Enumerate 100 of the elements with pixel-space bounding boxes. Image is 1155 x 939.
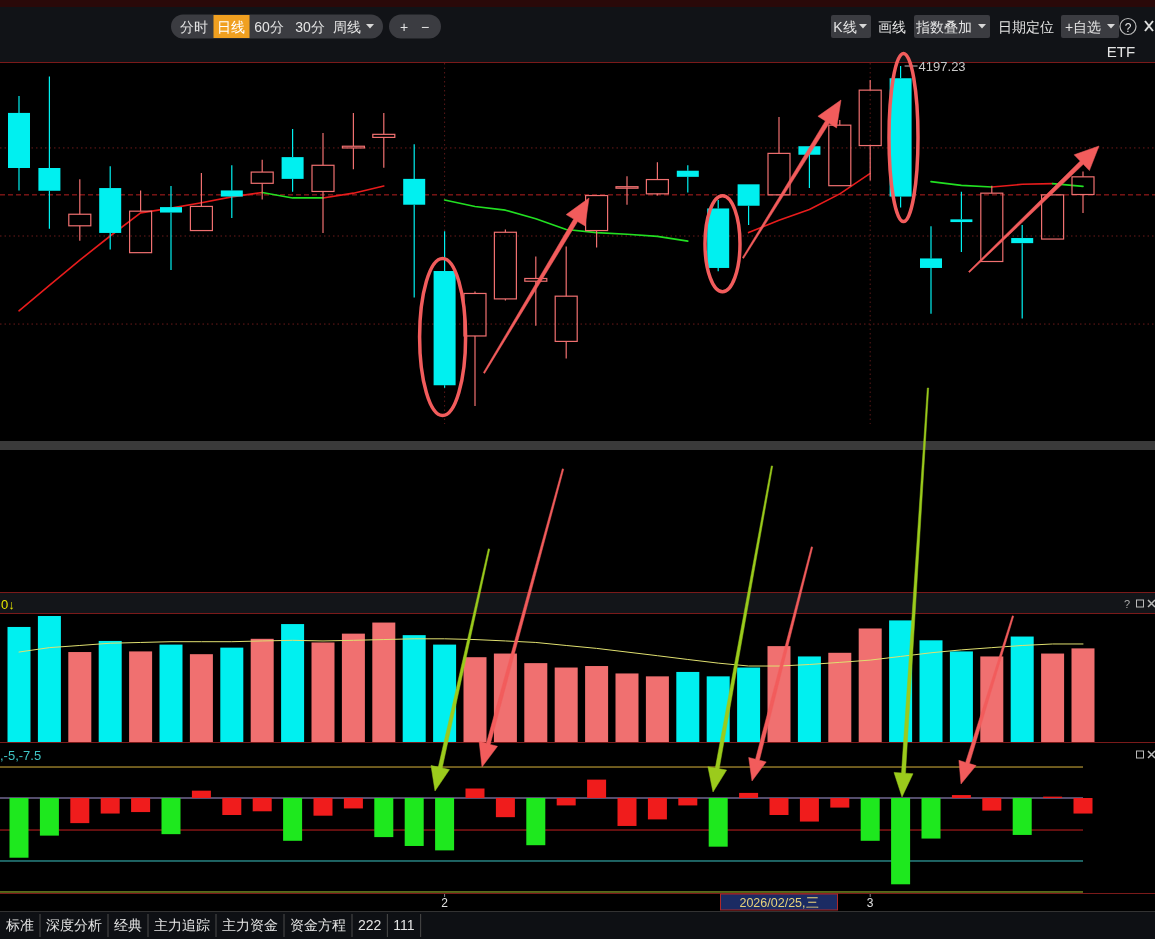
bar — [645, 676, 669, 742]
text: 分时 — [180, 18, 208, 35]
bar — [39, 798, 59, 836]
bar — [372, 622, 396, 742]
bar — [281, 624, 305, 742]
bar — [1012, 798, 1032, 835]
candlestick — [8, 95, 30, 192]
bar — [463, 657, 487, 742]
bar — [769, 798, 789, 815]
bar — [161, 798, 181, 835]
bar — [70, 798, 90, 824]
bar — [404, 798, 424, 846]
candlestick — [950, 191, 973, 253]
bar — [100, 798, 120, 814]
candlestick — [220, 164, 243, 219]
candlestick — [372, 112, 396, 169]
bar — [9, 798, 29, 858]
bar — [435, 798, 455, 851]
text: ? — [1124, 20, 1132, 35]
candlestick — [68, 178, 92, 242]
bar — [343, 798, 363, 809]
text: 60分 — [254, 18, 284, 35]
bar — [708, 798, 728, 847]
bar — [220, 647, 244, 742]
bar — [129, 651, 153, 742]
bar — [1073, 798, 1093, 814]
text: 日线 — [217, 18, 245, 35]
text: 222 — [358, 917, 382, 933]
text: ,-5,-7.5 — [0, 748, 42, 763]
bar — [68, 652, 92, 742]
text: 周线 — [333, 18, 361, 35]
bar — [341, 633, 365, 742]
text: 0↓ — [1, 597, 15, 612]
candlestick — [1071, 170, 1095, 214]
candlestick — [189, 172, 213, 232]
text: − — [420, 18, 430, 35]
bar — [1041, 653, 1065, 742]
text: 经典 — [114, 917, 142, 933]
bar — [676, 671, 700, 742]
bar — [921, 798, 941, 839]
text: 画线 — [878, 18, 906, 35]
candlestick — [615, 175, 639, 206]
text: +自选 — [1064, 18, 1102, 35]
bar — [402, 635, 426, 742]
bar — [311, 642, 335, 742]
text: 资金方程 — [290, 917, 346, 933]
bar — [1071, 648, 1095, 742]
text: 日期定位 — [998, 18, 1054, 35]
bar — [858, 628, 882, 742]
bar — [524, 663, 548, 742]
text: 标准 — [5, 917, 34, 933]
text: 主力追踪 — [154, 917, 210, 933]
candlestick — [858, 79, 882, 182]
annotation: 4197.23 — [918, 59, 966, 74]
bar — [37, 616, 61, 742]
bar — [433, 644, 457, 742]
candlestick — [1011, 224, 1034, 320]
bar — [7, 626, 31, 742]
bar — [982, 798, 1002, 811]
bar — [252, 798, 272, 812]
bar — [283, 798, 303, 841]
bar — [919, 640, 943, 742]
candlestick — [554, 245, 578, 359]
text: 2026/02/25,三 — [739, 896, 819, 910]
candlestick — [129, 189, 153, 254]
bar — [313, 798, 333, 816]
candlestick — [524, 255, 548, 327]
bar — [830, 798, 850, 808]
bar — [374, 798, 394, 838]
x-tick-label: 2 — [441, 896, 449, 910]
candlestick — [676, 164, 699, 194]
bar — [891, 798, 911, 885]
text: K线 — [833, 18, 857, 35]
bar — [739, 792, 759, 798]
bar — [159, 644, 183, 742]
candlestick — [920, 225, 942, 315]
text: 111 — [393, 917, 415, 933]
bar — [465, 788, 485, 798]
candlestick — [645, 161, 669, 197]
bar — [737, 667, 761, 742]
candlestick — [250, 159, 274, 201]
bar — [98, 640, 122, 742]
candlestick — [767, 116, 791, 196]
candlestick — [38, 75, 61, 230]
bar — [1010, 636, 1034, 742]
bar — [495, 798, 515, 818]
bar — [554, 667, 578, 742]
candlestick — [99, 165, 122, 251]
bar — [828, 652, 852, 742]
candlestick — [403, 143, 426, 299]
text: 指数叠加 — [915, 18, 972, 35]
bar — [615, 673, 639, 742]
bar — [131, 798, 151, 813]
bar — [222, 798, 242, 815]
bar — [617, 798, 637, 826]
text: 深度分析 — [46, 917, 102, 933]
bar — [250, 638, 274, 742]
text: 30分 — [295, 18, 325, 35]
x-tick-label: 3 — [866, 896, 874, 910]
bar — [860, 798, 880, 841]
